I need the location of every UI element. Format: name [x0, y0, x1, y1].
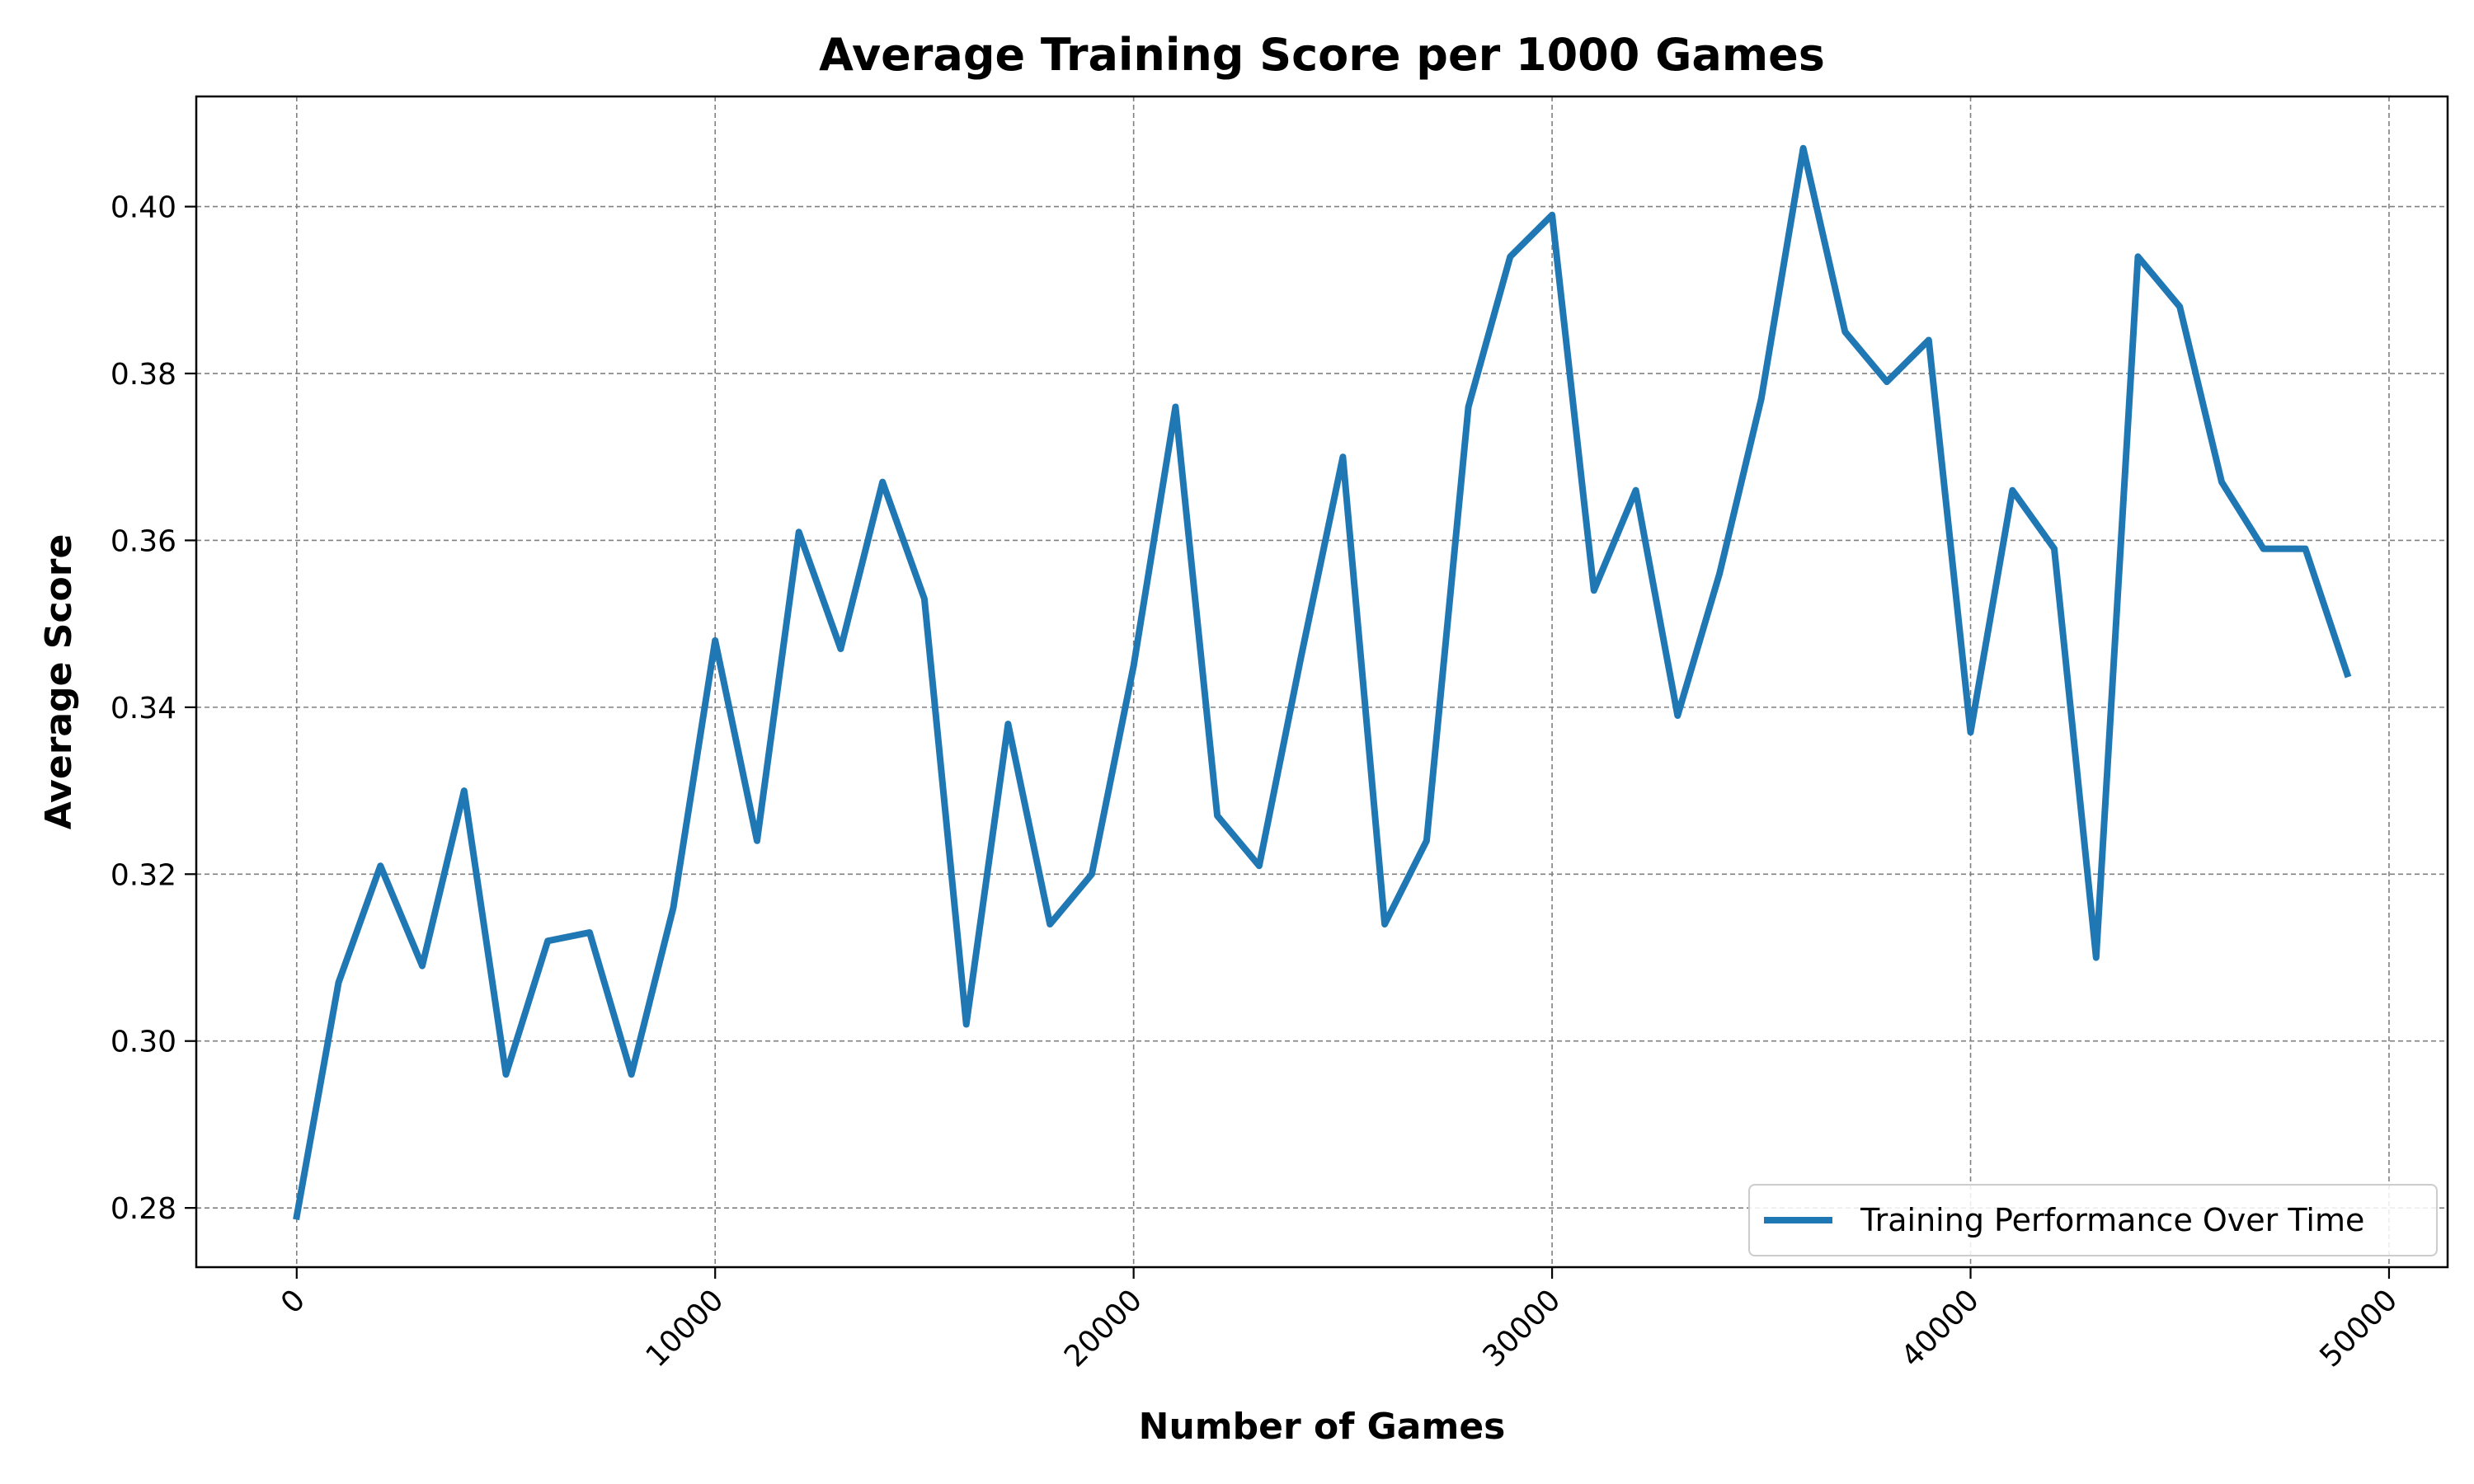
y-axis: 0.28 0.30 0.32 0.34 0.36 0.38 0.40: [111, 191, 196, 1226]
y-tick-label: 0.40: [111, 191, 176, 225]
series-layer: [293, 144, 2352, 1220]
chart-title: Average Training Score per 1000 Games: [819, 29, 1825, 81]
legend: Training Performance Over Time: [1748, 1184, 2438, 1256]
plot-area-frame: [195, 95, 2449, 1269]
y-tick-label: 0.38: [111, 358, 176, 392]
grid-lines: [196, 96, 2448, 1267]
series-line: [293, 144, 2352, 1220]
x-axis-label: Number of Games: [1139, 1406, 1506, 1448]
y-tick-label: 0.28: [111, 1192, 176, 1226]
legend-label: Training Performance Over Time: [1860, 1202, 2364, 1238]
legend-box: [1748, 1184, 2438, 1256]
y-tick-label: 0.36: [111, 524, 176, 558]
y-tick-label: 0.32: [111, 858, 176, 892]
y-tick-label: 0.30: [111, 1026, 176, 1059]
y-axis-label: Average Score: [38, 534, 80, 830]
y-tick-label: 0.34: [111, 692, 176, 726]
